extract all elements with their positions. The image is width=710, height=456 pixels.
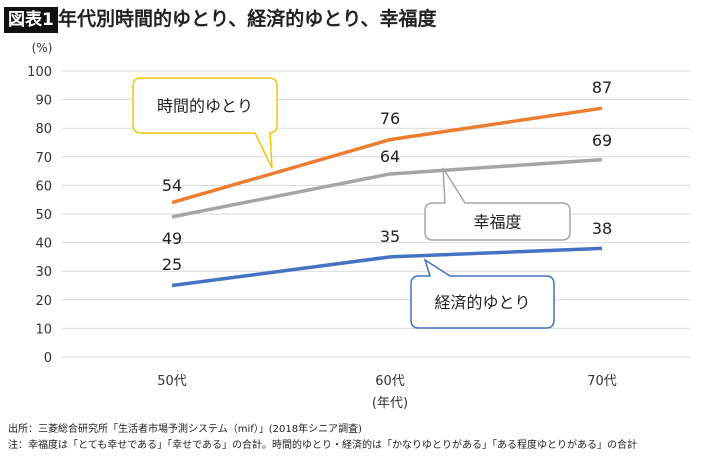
data-label: 49 xyxy=(162,229,182,248)
data-label: 38 xyxy=(592,219,612,238)
data-label: 64 xyxy=(380,147,400,166)
y-tick-label: 60 xyxy=(35,179,52,194)
y-tick-label: 80 xyxy=(35,122,52,137)
series-line xyxy=(171,246,603,288)
data-label: 35 xyxy=(380,227,400,246)
callout-label: 経済的ゆとり xyxy=(434,293,530,312)
x-tick-label: 70代 xyxy=(587,374,617,389)
data-label: 87 xyxy=(592,78,612,97)
data-label: 69 xyxy=(592,131,612,150)
callout-label: 時間的ゆとり xyxy=(157,97,253,116)
data-label: 25 xyxy=(162,255,182,274)
footnote: 注：幸福度は「とても幸せである」「幸せである」の合計。時間的ゆとり・経済的は「か… xyxy=(8,440,637,451)
x-axis-label: (年代) xyxy=(372,396,408,411)
x-tick-label: 50代 xyxy=(157,374,187,389)
y-tick-label: 100 xyxy=(27,65,52,80)
y-tick-label: 70 xyxy=(35,151,52,166)
source-note: 出所：三菱総合研究所「生活者市場予測システム（mif）」(2018年シニア調査) xyxy=(8,424,362,435)
callout-box xyxy=(424,167,571,241)
y-tick-label: 40 xyxy=(35,237,52,252)
y-tick-label: 90 xyxy=(35,94,52,109)
series-line xyxy=(171,157,603,219)
callout-box xyxy=(132,77,278,169)
y-tick-label: 10 xyxy=(35,322,52,337)
data-label: 54 xyxy=(162,176,182,195)
y-tick-label: 50 xyxy=(35,208,52,223)
x-tick-label: 60代 xyxy=(375,374,405,389)
callout-label: 幸福度 xyxy=(473,213,521,232)
y-tick-label: 0 xyxy=(44,351,52,366)
y-unit-label: (%) xyxy=(32,41,53,55)
figure-title: 年代別時間的ゆとり、経済的ゆとり、幸福度 xyxy=(58,8,437,30)
figure-badge: 図表1 xyxy=(4,7,58,33)
y-tick-label: 20 xyxy=(35,294,52,309)
data-label: 76 xyxy=(380,109,400,128)
callout-box xyxy=(410,258,555,329)
series-line xyxy=(171,106,603,205)
y-tick-label: 30 xyxy=(35,265,52,280)
